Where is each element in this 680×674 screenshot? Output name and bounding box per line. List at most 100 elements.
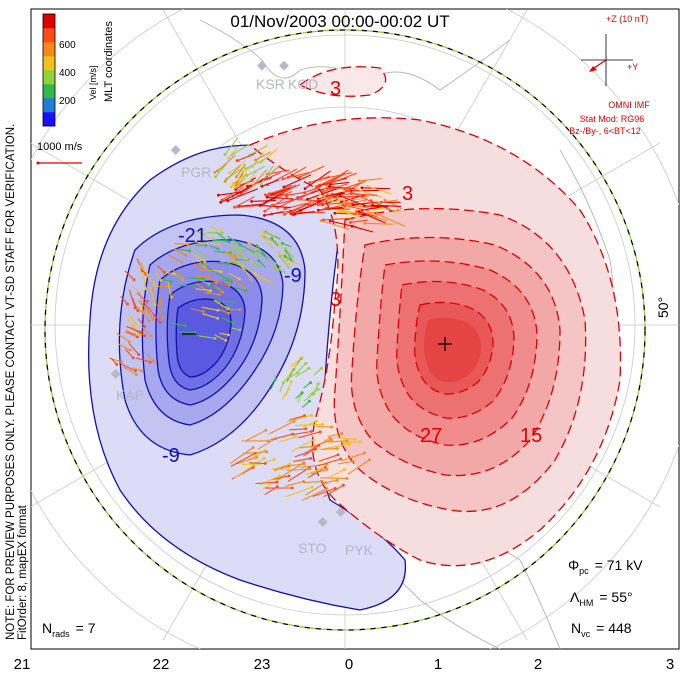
velocity-vector xyxy=(245,157,268,170)
velocity-vector xyxy=(206,231,223,234)
velocity-vector xyxy=(224,164,241,182)
velocity-vector xyxy=(318,202,348,206)
velocity-vector xyxy=(218,191,243,196)
velocity-vector-origin xyxy=(115,363,119,366)
velocity-vector xyxy=(131,284,141,294)
velocity-vector-origin xyxy=(216,316,220,320)
map-title: 01/Nov/2003 00:00-00:02 UT xyxy=(230,12,449,31)
velocity-vector xyxy=(237,180,261,197)
velocity-vector xyxy=(211,296,220,303)
velocity-vector xyxy=(304,185,322,194)
velocity-vector-origin xyxy=(288,462,292,466)
velocity-vector-origin xyxy=(283,247,287,250)
velocity-vector-origin xyxy=(316,208,320,212)
velocity-vector xyxy=(221,317,234,324)
velocity-vector-origin xyxy=(290,486,294,490)
velocity-vector xyxy=(251,251,263,258)
velocity-vector-origin xyxy=(310,485,314,489)
velocity-vector-origin xyxy=(238,277,241,281)
hmb-boundary-green xyxy=(44,29,646,631)
velocity-vector xyxy=(233,286,247,292)
velocity-vector-origin xyxy=(314,419,318,423)
velocity-vector-origin xyxy=(325,183,328,187)
velocity-vector xyxy=(317,458,341,467)
velocity-vector-origin xyxy=(208,269,211,273)
imf-y-label: +Y xyxy=(627,62,638,72)
velocity-vector xyxy=(128,289,136,309)
velocity-vector-origin xyxy=(268,192,271,196)
velocity-vector xyxy=(284,202,310,215)
velocity-vector xyxy=(118,343,131,351)
colorbar-block xyxy=(43,42,55,57)
velocity-vector xyxy=(247,170,258,184)
imf-clock: +Z (10 nT) +Y OMNI IMF Stat Mod: RG96 Bz… xyxy=(569,14,650,136)
velocity-vector-origin xyxy=(265,195,269,199)
mlt-axis: 21 22 23 0 1 2 3 xyxy=(14,656,675,673)
velocity-vector-origin xyxy=(335,447,339,450)
velocity-vector xyxy=(245,429,267,442)
velocity-vector-origin xyxy=(340,432,344,435)
mlt-tick-23: 23 xyxy=(254,656,271,673)
velocity-vector-origin xyxy=(325,468,329,471)
velocity-vector-origin xyxy=(281,191,285,194)
velocity-vector xyxy=(327,432,343,438)
velocity-vector-origin xyxy=(328,183,332,186)
velocity-vector-origin xyxy=(133,332,136,336)
velocity-vector-origin xyxy=(295,362,299,366)
velocity-vector xyxy=(267,196,294,200)
velocity-vector-origin xyxy=(343,468,346,471)
velocity-vector xyxy=(193,247,207,257)
velocity-vector xyxy=(268,257,282,268)
velocity-vector-origin xyxy=(278,474,282,478)
velocity-vector-origin xyxy=(220,231,224,235)
velocity-vector-origin xyxy=(221,290,225,294)
velocity-vector xyxy=(221,278,232,283)
velocity-vector xyxy=(136,306,150,322)
velocity-vector-origin xyxy=(325,186,329,190)
velocity-vector xyxy=(124,348,134,359)
velocity-vector xyxy=(206,276,217,284)
velocity-vector-origin xyxy=(246,185,249,188)
velocity-vector xyxy=(277,194,305,209)
velocity-vector xyxy=(362,205,390,211)
velocity-vector xyxy=(319,172,352,181)
imf-condition: Bz-/By-, 6<BT<12 xyxy=(569,126,641,136)
velocity-vector xyxy=(240,244,256,253)
velocity-vector xyxy=(358,210,386,224)
velocity-vector xyxy=(242,267,253,282)
velocity-vector-origin xyxy=(368,458,371,462)
velocity-vector xyxy=(158,294,163,304)
velocity-vector-origin xyxy=(217,193,220,197)
velocity-vector xyxy=(268,164,282,175)
velocity-vector xyxy=(125,329,135,335)
velocity-vector-origin xyxy=(345,439,349,443)
velocity-vector xyxy=(243,257,254,264)
velocity-vector xyxy=(305,482,326,496)
velocity-vector-origin xyxy=(136,309,140,313)
velocity-vector xyxy=(128,342,140,355)
velocity-vector-origin xyxy=(309,381,312,385)
velocity-vector-origin xyxy=(263,209,267,213)
velocity-vector-origin xyxy=(341,210,345,214)
negative-contour-labels: -21 -9 -9 xyxy=(162,225,302,467)
velocity-vector-origin xyxy=(363,221,367,225)
velocity-vector xyxy=(232,172,248,185)
velocity-vector xyxy=(289,415,305,421)
velocity-vector-origin xyxy=(349,221,352,224)
velocity-vector xyxy=(332,436,355,440)
velocity-vector-origin xyxy=(283,254,287,258)
velocity-vector-origin xyxy=(351,203,355,207)
velocity-vector xyxy=(206,284,220,290)
velocity-vector-origin xyxy=(304,427,308,431)
velocity-vector-origin xyxy=(328,219,332,223)
velocity-vector-origin xyxy=(275,480,279,484)
velocity-vector-origin xyxy=(330,425,334,429)
velocity-vector xyxy=(217,155,236,172)
velocity-vector-origin xyxy=(235,159,239,163)
velocity-vector xyxy=(255,151,271,161)
velocity-vectors xyxy=(109,137,406,501)
velocity-vector xyxy=(355,188,383,199)
velocity-vector xyxy=(323,217,352,221)
velocity-vector-origin xyxy=(319,219,323,223)
nvc-stat: Nvc = 448 xyxy=(571,620,632,639)
